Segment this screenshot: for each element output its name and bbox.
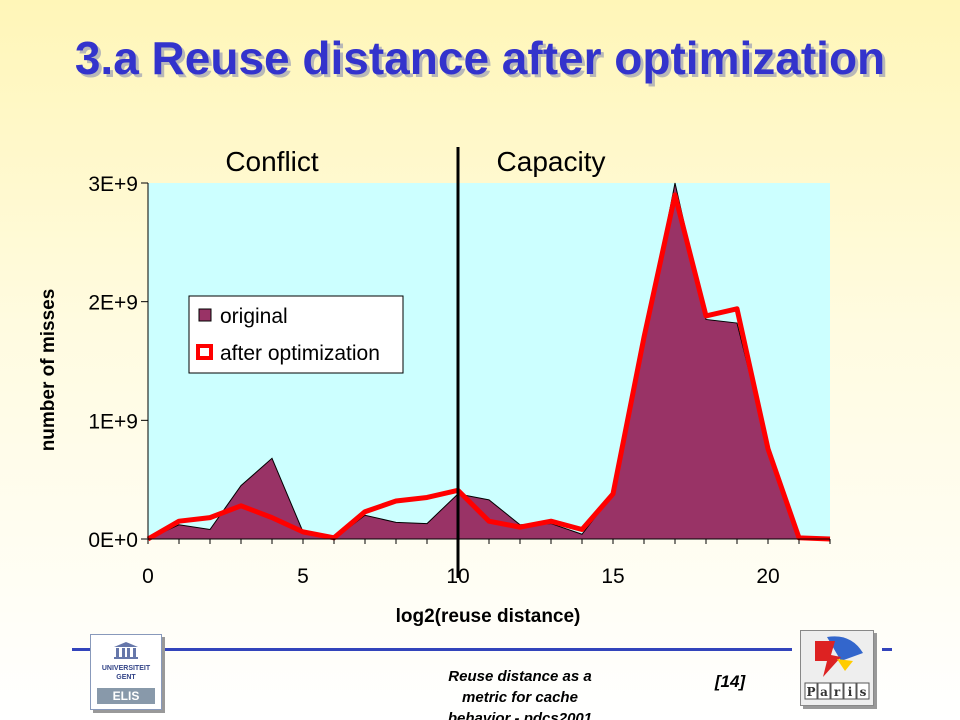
paris-logo-letter: a [820,685,828,699]
chart-legend: original after optimization [188,295,404,374]
slide-title: 3.a Reuse distance after optimization [74,32,886,84]
footer-caption: Reuse distance as a metric for cache beh… [447,668,593,720]
paris-logo-letter: r [834,685,841,699]
y-tick-label: 0E+0 [88,529,138,552]
paris-logo-blue-shape [827,636,863,661]
ugent-logo-line-2: GENT [116,674,136,681]
y-axis-title: number of misses [38,289,59,452]
footer-rule-right [882,648,892,651]
paris-logo-letter: P [806,685,815,699]
paris-logo-letter-box [843,682,857,700]
page-number: [14] [714,672,746,691]
university-building-icon [114,642,138,659]
paris-logo-letter-box [830,682,844,700]
footer-rule [72,648,792,651]
region-label-capacity: Capacity [497,146,606,177]
region-label-conflict: Conflict [225,146,319,177]
ugent-logo: UNIVERSITEIT GENT ELIS [90,634,162,710]
x-tick-label: 5 [297,565,309,588]
x-tick-label: 15 [601,565,624,588]
legend-box [188,295,404,374]
x-axis: 05101520 [142,538,831,588]
x-tick-label: 0 [142,565,154,588]
ugent-logo-line-1: UNIVERSITEIT [101,665,151,672]
paris-logo-letter-box [817,682,831,700]
legend-swatch-original [198,308,212,322]
paris-logo-letter-box [804,682,818,700]
y-axis: 0E+0 1E+9 2E+9 3E+9 [88,173,149,552]
y-tick-label: 1E+9 [88,410,138,433]
legend-swatch-after-optimization [196,344,213,360]
reuse-distance-chart: 0E+01E+92E+93E+9 05101520 Conflict Capac… [38,146,831,627]
y-tick-label: 3E+9 [88,173,138,196]
legend-label-after-optimization: after optimization [220,342,380,365]
paris-logo-red-shape [815,641,841,677]
y-tick-label: 2E+9 [88,292,138,315]
paris-logo-letter-box [856,682,870,700]
paris-logo-letter: i [848,685,853,699]
ugent-elis-label: ELIS [97,688,155,704]
x-tick-label: 20 [756,565,779,588]
paris-logo-yellow-shape [837,659,853,671]
legend-label-original: original [220,305,288,328]
paris-logo-letter: s [860,685,867,699]
series-after-optimization-line [146,192,831,542]
x-axis-title: log2(reuse distance) [396,606,581,627]
